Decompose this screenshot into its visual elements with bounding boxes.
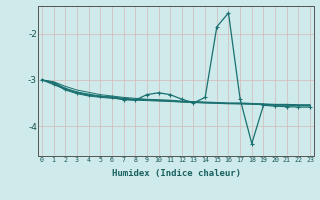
X-axis label: Humidex (Indice chaleur): Humidex (Indice chaleur) [111,169,241,178]
